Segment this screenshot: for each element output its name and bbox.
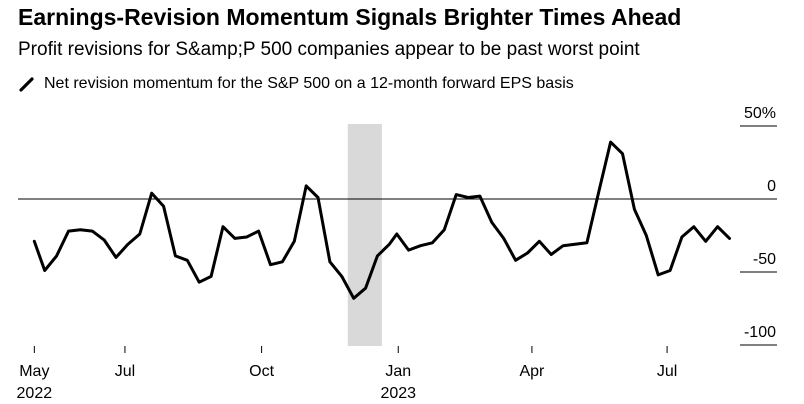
y-tick-label: 50% (744, 105, 776, 122)
chart-title: Earnings-Revision Momentum Signals Brigh… (18, 4, 682, 30)
x-tick-year: 2022 (17, 385, 53, 402)
y-tick-label: 0 (767, 178, 776, 195)
x-tick-label: Oct (249, 363, 274, 380)
x-tick-year: 2023 (380, 385, 416, 402)
chart-subtitle: Profit revisions for S&amp;P 500 compani… (18, 39, 640, 60)
shaded-band (347, 124, 382, 346)
legend-label: Net revision momentum for the S&P 500 on… (44, 75, 574, 92)
legend: Net revision momentum for the S&P 500 on… (18, 73, 574, 95)
x-tick-label: May (19, 363, 49, 380)
series-line (32, 140, 731, 300)
x-tick-label: Jul (657, 363, 677, 380)
x-tick-label: Apr (519, 363, 545, 380)
legend-swatch (19, 77, 34, 92)
y-tick-label: -100 (744, 324, 776, 341)
x-tick-label: Jul (115, 363, 135, 380)
y-tick-label: -50 (753, 251, 776, 268)
x-tick-label: Jan (385, 363, 411, 380)
